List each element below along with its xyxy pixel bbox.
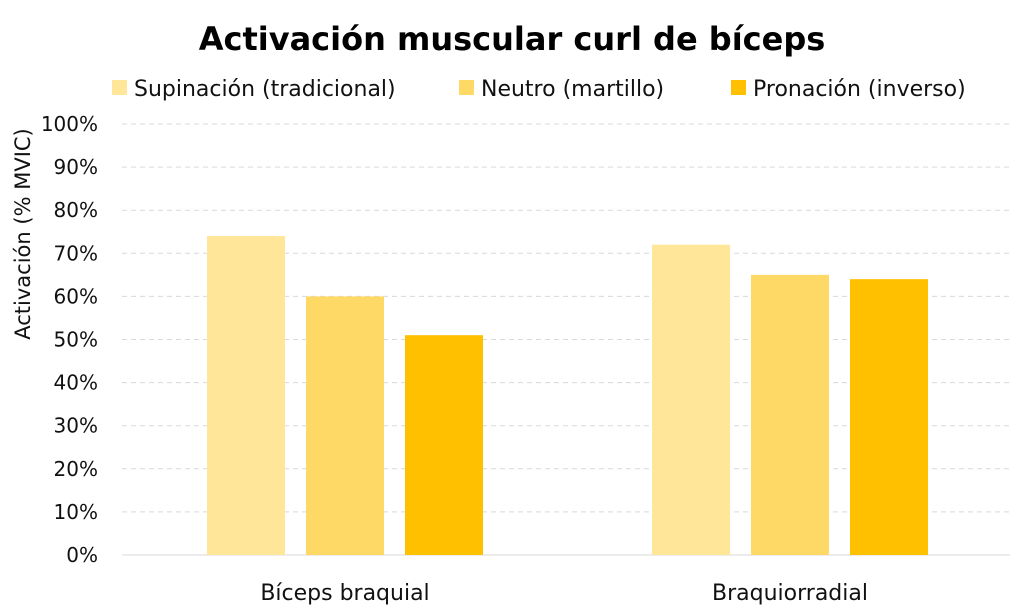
y-tick-label: 30%	[54, 414, 98, 438]
x-category-label: Bíceps braquial	[260, 581, 429, 606]
y-tick-label: 20%	[54, 457, 98, 481]
chart-title: Activación muscular curl de bíceps	[199, 20, 826, 58]
legend-swatch	[459, 80, 474, 95]
legend-swatch	[112, 80, 127, 95]
y-tick-label: 90%	[54, 155, 98, 179]
y-axis-label: Activación (% MVIC)	[11, 128, 35, 339]
bar	[405, 335, 483, 555]
y-tick-label: 0%	[66, 543, 98, 567]
legend-label: Neutro (martillo)	[481, 77, 664, 102]
y-tick-label: 70%	[54, 241, 98, 265]
x-category-label: Braquiorradial	[712, 581, 868, 606]
y-tick-label: 100%	[41, 112, 98, 136]
y-axis-ticks: 0% 10% 20% 30% 40% 50% 60% 70% 80% 90% 100%	[41, 112, 98, 567]
legend-swatch	[731, 80, 746, 95]
y-tick-label: 40%	[54, 371, 98, 395]
y-tick-label: 80%	[54, 198, 98, 222]
bar	[850, 279, 928, 555]
legend-label: Pronación (inverso)	[753, 77, 966, 102]
y-tick-label: 10%	[54, 500, 98, 524]
bars	[207, 236, 928, 555]
y-tick-label: 50%	[54, 328, 98, 352]
bar	[207, 236, 285, 555]
bar	[652, 244, 730, 555]
bar	[751, 274, 829, 555]
legend: Supinación (tradicional) Neutro (martillo…	[112, 77, 966, 102]
bar	[306, 296, 384, 555]
y-tick-label: 60%	[54, 284, 98, 308]
x-axis-categories: Bíceps braquial Braquiorradial	[260, 581, 868, 606]
legend-label: Supinación (tradicional)	[134, 77, 396, 102]
